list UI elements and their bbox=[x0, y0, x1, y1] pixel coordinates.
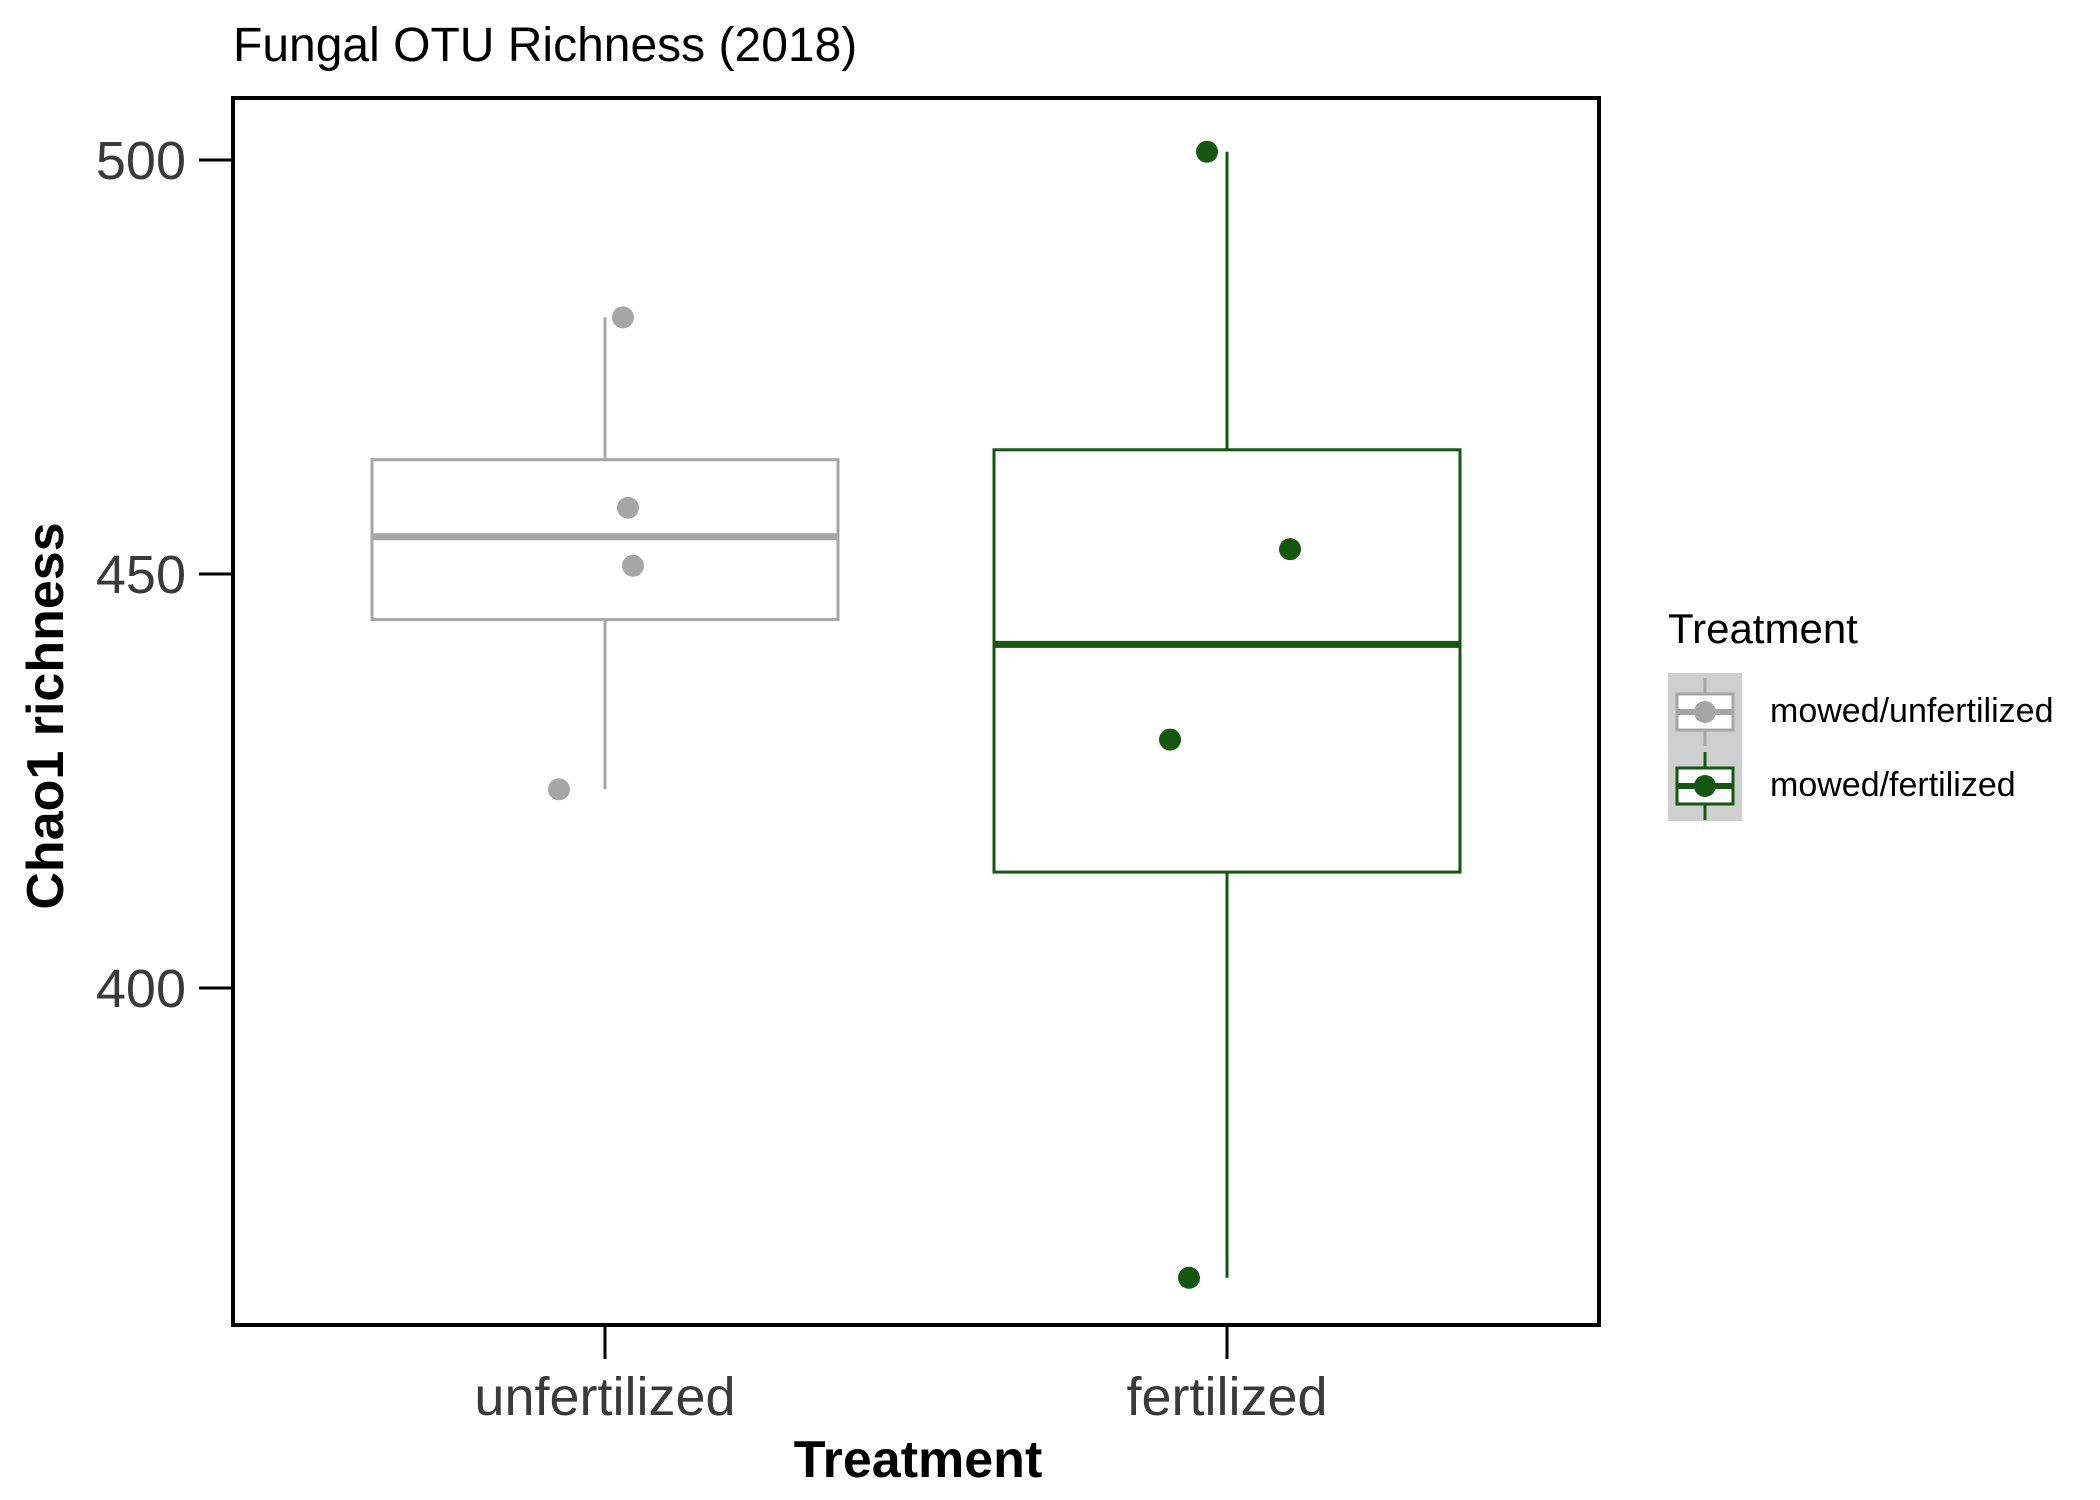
data-point-mowed-fertilized-0 bbox=[1196, 140, 1218, 163]
data-point-mowed-fertilized-3 bbox=[1178, 1266, 1200, 1289]
data-point-mowed-unfertilized-0 bbox=[612, 306, 634, 329]
data-point-mowed-fertilized-2 bbox=[1159, 728, 1181, 751]
y-tick-label-400: 400 bbox=[96, 959, 186, 1019]
data-point-mowed-unfertilized-2 bbox=[622, 554, 644, 577]
legend-label-mowed-unfertilized: mowed/unfertilized bbox=[1770, 692, 2053, 730]
plot-panel-border bbox=[231, 96, 1601, 1327]
chart-title: Fungal OTU Richness (2018) bbox=[233, 19, 857, 72]
y-tick-label-450: 450 bbox=[96, 545, 186, 605]
legend-keys bbox=[1675, 678, 1735, 820]
legend: Treatment mowed/unfertilized mowed/ferti… bbox=[1668, 605, 2053, 821]
plot-area: 400 450 500 unfertilized fertilized bbox=[96, 96, 1601, 1427]
x-tick-label-fertilized: fertilized bbox=[1126, 1367, 1327, 1427]
data-point-mowed-unfertilized-1 bbox=[617, 496, 639, 519]
legend-title: Treatment bbox=[1668, 605, 1858, 652]
y-axis-title: Chao1 richness bbox=[17, 522, 75, 909]
data-point-mowed-fertilized-1 bbox=[1279, 538, 1301, 561]
x-tick-label-unfertilized: unfertilized bbox=[474, 1367, 735, 1427]
legend-key-point-mowed-fertilized bbox=[1694, 775, 1716, 797]
box-mowed-fertilized bbox=[992, 448, 1462, 874]
y-tick-label-500: 500 bbox=[96, 131, 186, 191]
legend-label-mowed-fertilized: mowed/fertilized bbox=[1770, 766, 2016, 804]
legend-key-point-mowed-unfertilized bbox=[1694, 701, 1716, 723]
x-axis-title: Treatment bbox=[794, 1431, 1043, 1489]
data-point-mowed-unfertilized-3 bbox=[548, 778, 570, 801]
